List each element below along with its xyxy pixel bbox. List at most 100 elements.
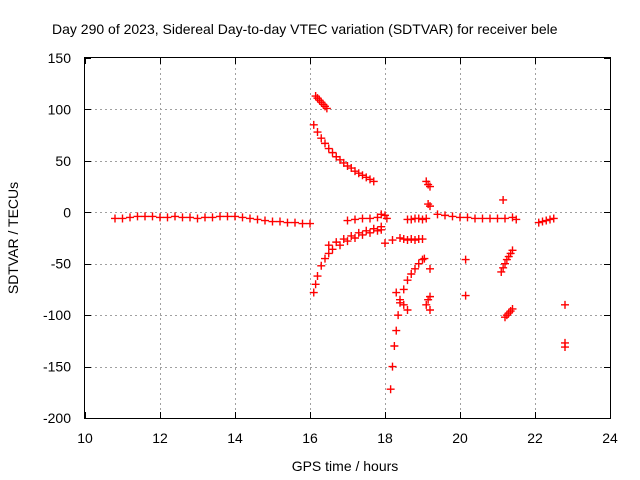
series-group bbox=[433, 210, 521, 224]
data-point bbox=[201, 213, 209, 222]
data-point bbox=[315, 96, 324, 105]
x-axis-ticks: 10 12 14 16 18 20 22 24 bbox=[77, 58, 618, 446]
data-point bbox=[418, 235, 427, 244]
data-point bbox=[358, 214, 367, 223]
data-point bbox=[403, 236, 412, 245]
plot-frame bbox=[84, 57, 611, 419]
x-tick-label: 18 bbox=[377, 430, 393, 446]
data-point bbox=[126, 213, 134, 222]
data-point bbox=[216, 212, 224, 221]
x-axis-label: GPS time / hours bbox=[292, 458, 399, 474]
data-point bbox=[549, 214, 558, 223]
data-point bbox=[156, 213, 164, 222]
data-point bbox=[561, 343, 569, 352]
data-point bbox=[414, 259, 423, 268]
data-point bbox=[422, 214, 431, 223]
data-point bbox=[394, 311, 403, 320]
data-point bbox=[276, 217, 284, 226]
data-point bbox=[171, 212, 179, 221]
y-axis-ticks: 150 100 50 0 -50 -100 -150 -200 bbox=[43, 50, 610, 426]
data-point bbox=[369, 177, 378, 186]
x-tick-label: 12 bbox=[152, 430, 168, 446]
data-point bbox=[351, 234, 359, 242]
data-point bbox=[343, 237, 352, 246]
data-point bbox=[309, 288, 318, 297]
y-tick-label: 50 bbox=[55, 153, 71, 169]
data-point bbox=[508, 213, 517, 222]
grid-layer bbox=[85, 58, 610, 418]
data-point bbox=[461, 255, 470, 264]
data-point bbox=[426, 306, 434, 314]
data-point bbox=[399, 235, 408, 244]
data-point bbox=[382, 214, 391, 223]
data-point bbox=[390, 342, 399, 350]
data-point bbox=[546, 215, 554, 224]
data-point bbox=[471, 214, 479, 223]
data-point bbox=[309, 120, 318, 129]
data-point bbox=[163, 213, 172, 222]
data-point bbox=[414, 214, 423, 223]
data-point bbox=[313, 94, 322, 103]
y-tick-label: -50 bbox=[51, 256, 71, 272]
data-point bbox=[373, 226, 382, 235]
data-point bbox=[388, 236, 397, 245]
x-tick-label: 10 bbox=[77, 430, 93, 446]
data-point bbox=[463, 213, 472, 222]
series-group bbox=[497, 246, 517, 276]
data-point bbox=[399, 300, 408, 309]
y-tick-label: 100 bbox=[48, 101, 72, 117]
data-point bbox=[420, 254, 429, 263]
data-point bbox=[534, 218, 543, 227]
data-point bbox=[433, 210, 442, 219]
series-group bbox=[403, 214, 431, 224]
data-point bbox=[448, 212, 457, 221]
data-point bbox=[311, 280, 320, 289]
data-point bbox=[377, 222, 386, 231]
data-point bbox=[369, 224, 378, 233]
data-point bbox=[508, 304, 517, 313]
data-point bbox=[246, 214, 254, 223]
data-point bbox=[499, 195, 508, 204]
data-point bbox=[347, 231, 356, 240]
series-group bbox=[461, 195, 569, 352]
data-point bbox=[538, 217, 547, 226]
data-point bbox=[456, 213, 464, 222]
data-point bbox=[324, 249, 333, 258]
data-point bbox=[118, 214, 127, 223]
data-point bbox=[403, 306, 412, 314]
data-point bbox=[381, 239, 389, 248]
data-point bbox=[411, 264, 419, 273]
data-point bbox=[407, 235, 416, 244]
data-point bbox=[141, 212, 149, 221]
data-point bbox=[418, 215, 427, 224]
data-point bbox=[399, 285, 408, 294]
y-tick-label: -100 bbox=[43, 307, 71, 323]
data-point bbox=[493, 214, 502, 223]
data-point bbox=[426, 202, 434, 211]
data-point bbox=[501, 313, 509, 322]
data-point bbox=[261, 216, 269, 225]
data-point bbox=[351, 215, 359, 224]
data-point bbox=[311, 92, 320, 101]
data-points bbox=[111, 92, 569, 394]
data-point bbox=[512, 215, 521, 224]
data-point bbox=[366, 228, 374, 237]
data-point bbox=[313, 272, 322, 281]
data-point bbox=[362, 226, 371, 235]
data-point bbox=[411, 236, 419, 245]
x-tick-label: 16 bbox=[302, 430, 318, 446]
data-point bbox=[396, 295, 404, 304]
x-tick-label: 24 bbox=[602, 430, 618, 446]
data-point bbox=[231, 212, 239, 221]
data-point bbox=[319, 100, 328, 109]
data-point bbox=[332, 238, 341, 247]
data-point bbox=[396, 234, 404, 242]
data-point bbox=[508, 246, 517, 255]
y-tick-label: 150 bbox=[48, 50, 72, 66]
data-point bbox=[502, 311, 511, 320]
data-point bbox=[321, 102, 329, 111]
data-point bbox=[424, 200, 433, 209]
series-group bbox=[534, 214, 558, 227]
series-group bbox=[309, 120, 378, 186]
